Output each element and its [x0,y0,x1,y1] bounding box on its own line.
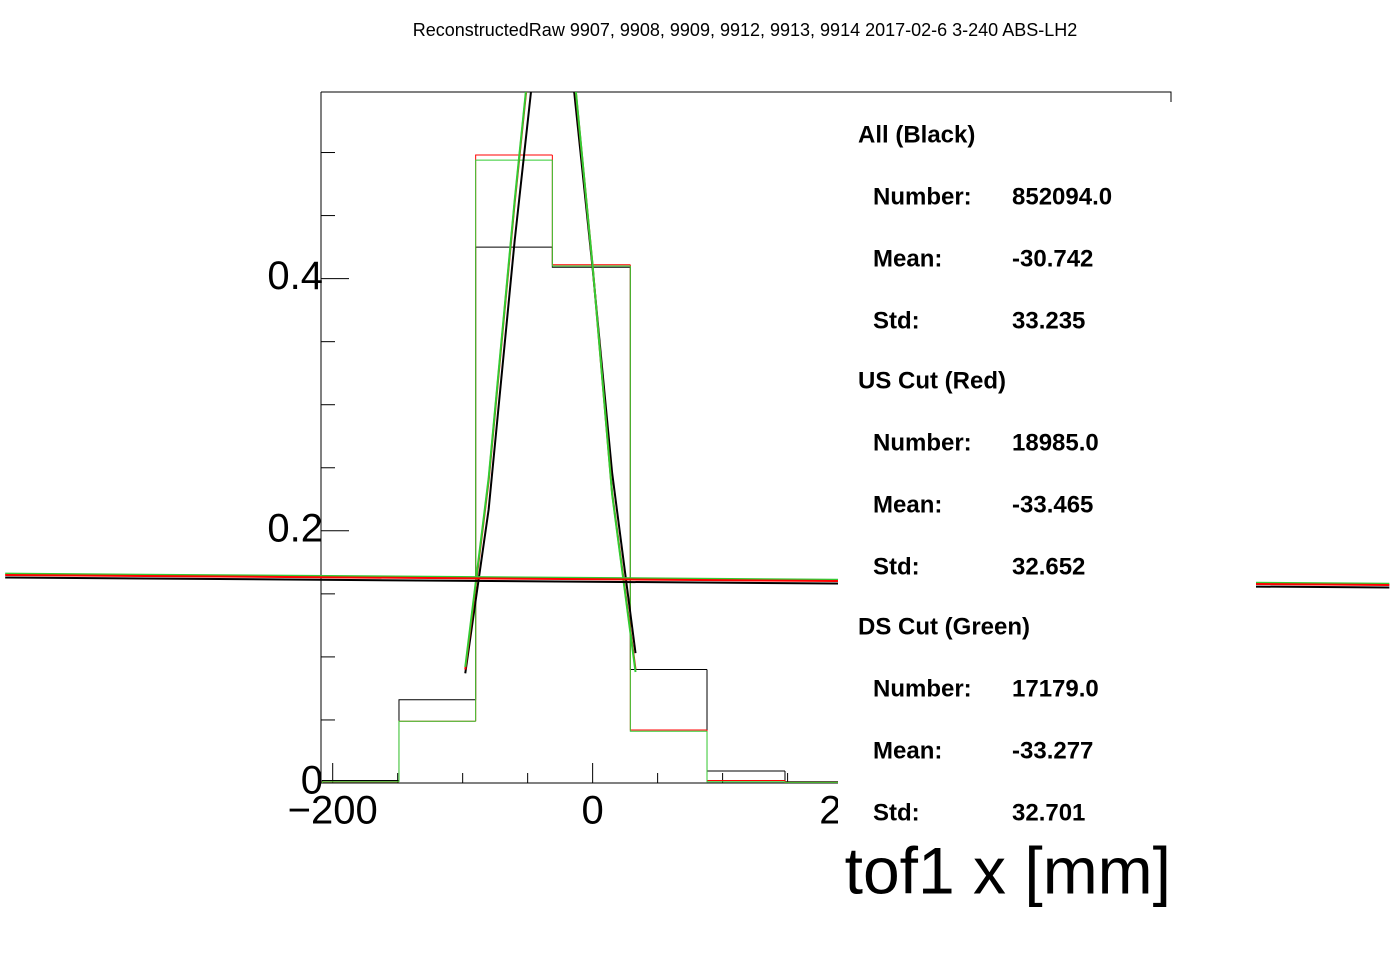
chart-title: ReconstructedRaw 9907, 9908, 9909, 9912,… [413,20,1077,40]
stats-value: -30.742 [1012,245,1093,272]
y-tick-label: 0.2 [267,506,323,550]
stats-value: -33.465 [1012,491,1093,518]
x-tick-label: −200 [288,789,378,833]
y-tick-label: 0.4 [267,254,323,298]
stats-value: 17179.0 [1012,675,1099,702]
stats-title: All (Black) [858,121,975,148]
x-tick-label: 0 [582,789,604,833]
stats-box [838,104,1256,844]
stats-label: Number: [873,675,972,702]
stats: All (Black) Number: 852094.0 Mean: -30.742 St… [858,121,1112,826]
histogram-bin [629,267,708,671]
stats-label: Mean: [873,737,942,764]
stats-label: Std: [873,553,920,580]
x-axis-label: tof1 x [mm] [845,833,1171,907]
histogram-bin [706,669,785,772]
fit-curve [464,92,637,673]
plot-area [321,92,863,783]
stats-value: 32.652 [1012,553,1085,580]
histogram-bin [629,266,708,732]
stats-value: 18985.0 [1012,429,1099,456]
stats-title: US Cut (Red) [858,367,1006,394]
histogram-bin [321,781,399,783]
stats-label: Mean: [873,245,942,272]
histogram-bin [706,730,785,781]
histogram-bin [475,159,553,722]
histogram-bin [475,246,553,700]
histogram-bin [629,264,708,731]
histogram-bin [398,720,476,782]
fit-curve [464,92,637,670]
stats-value: 32.701 [1012,799,1085,826]
stats-title: DS Cut (Green) [858,613,1030,640]
histogram-bin [398,720,476,782]
stats-label: Number: [873,183,972,210]
stats-label: Std: [873,307,920,334]
stats-label: Std: [873,799,920,826]
y-tick-label: 0 [301,759,323,803]
histogram-bin [398,699,476,781]
stats-label: Mean: [873,491,942,518]
stats-value: 33.235 [1012,307,1085,334]
histogram-bin [706,731,785,783]
stats-value: 852094.0 [1012,183,1112,210]
fit-curve [464,92,637,674]
histogram-bin [551,160,631,267]
stats-value: -33.277 [1012,737,1093,764]
stats-label: Number: [873,429,972,456]
